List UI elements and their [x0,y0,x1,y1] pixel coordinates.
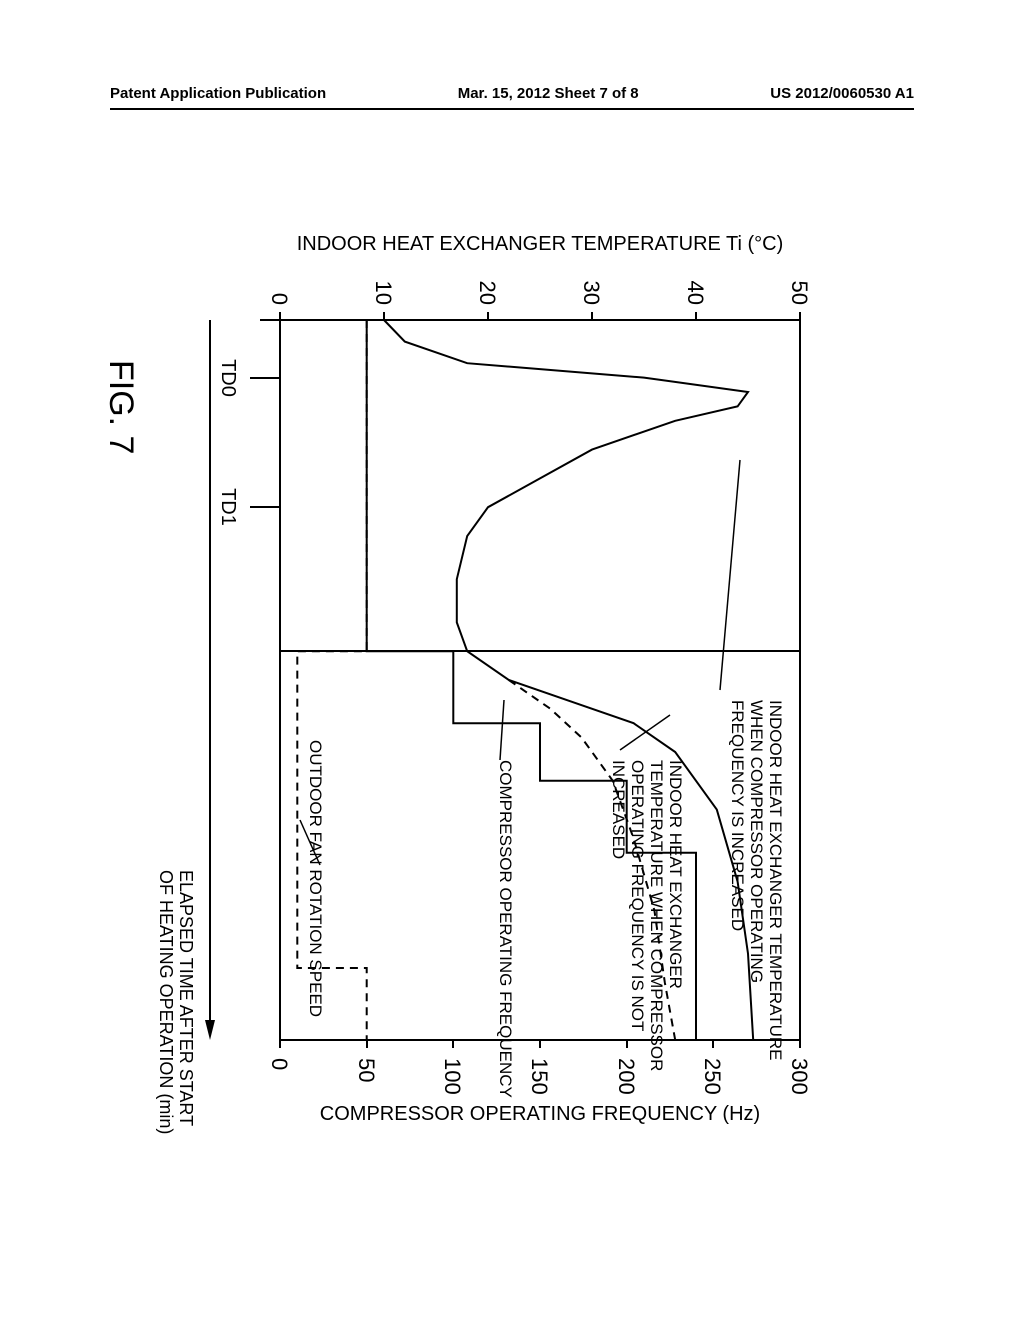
svg-text:COMPRESSOR OPERATING FREQUENCY: COMPRESSOR OPERATING FREQUENCY (Hz) [320,1103,760,1125]
svg-text:30: 30 [579,281,604,305]
svg-text:FREQUENCY IS INCREASED: FREQUENCY IS INCREASED [728,700,747,931]
svg-text:INDOOR HEAT EXCHANGER: INDOOR HEAT EXCHANGER [666,760,685,989]
svg-text:150: 150 [527,1058,552,1095]
svg-text:20: 20 [475,281,500,305]
chart-svg: 0 10 20 30 40 50 0 50 100 150 200 250 30… [100,180,900,1200]
svg-text:50: 50 [787,281,812,305]
header-rule [110,108,914,110]
svg-text:TD0: TD0 [217,359,239,397]
svg-text:INCREASED: INCREASED [609,760,628,859]
svg-text:100: 100 [440,1058,465,1095]
svg-text:0: 0 [267,293,292,305]
svg-text:OUTDOOR FAN ROTATION SPEED: OUTDOOR FAN ROTATION SPEED [306,740,325,1017]
svg-text:TEMPERATURE WHEN COMPRESSOR: TEMPERATURE WHEN COMPRESSOR [647,760,666,1071]
svg-text:50: 50 [354,1058,379,1082]
svg-text:WHEN COMPRESSOR OPERATING: WHEN COMPRESSOR OPERATING [747,700,766,983]
svg-text:INDOOR HEAT EXCHANGER TEMPERAT: INDOOR HEAT EXCHANGER TEMPERATURE [766,700,785,1061]
svg-text:TD1: TD1 [217,488,239,526]
page-header: Patent Application Publication Mar. 15, … [0,85,1024,102]
svg-text:OF HEATING OPERATION (min): OF HEATING OPERATION (min) [156,870,176,1134]
svg-text:0: 0 [267,1058,292,1070]
header-center: Mar. 15, 2012 Sheet 7 of 8 [458,85,639,102]
svg-text:40: 40 [683,281,708,305]
svg-text:10: 10 [371,281,396,305]
svg-text:300: 300 [787,1058,812,1095]
figure-7: 0 10 20 30 40 50 0 50 100 150 200 250 30… [100,180,900,1200]
svg-text:200: 200 [614,1058,639,1095]
svg-text:250: 250 [700,1058,725,1095]
header-right: US 2012/0060530 A1 [770,85,914,102]
svg-text:COMPRESSOR OPERATING FREQUENCY: COMPRESSOR OPERATING FREQUENCY [496,760,515,1098]
svg-text:FIG. 7: FIG. 7 [102,360,140,454]
header-left: Patent Application Publication [110,85,326,102]
svg-text:ELAPSED TIME AFTER START: ELAPSED TIME AFTER START [176,870,196,1126]
svg-text:INDOOR HEAT EXCHANGER TEMPERAT: INDOOR HEAT EXCHANGER TEMPERATURE Ti (°C… [297,233,784,255]
svg-text:OPERATING FREQUENCY IS NOT: OPERATING FREQUENCY IS NOT [628,760,647,1031]
